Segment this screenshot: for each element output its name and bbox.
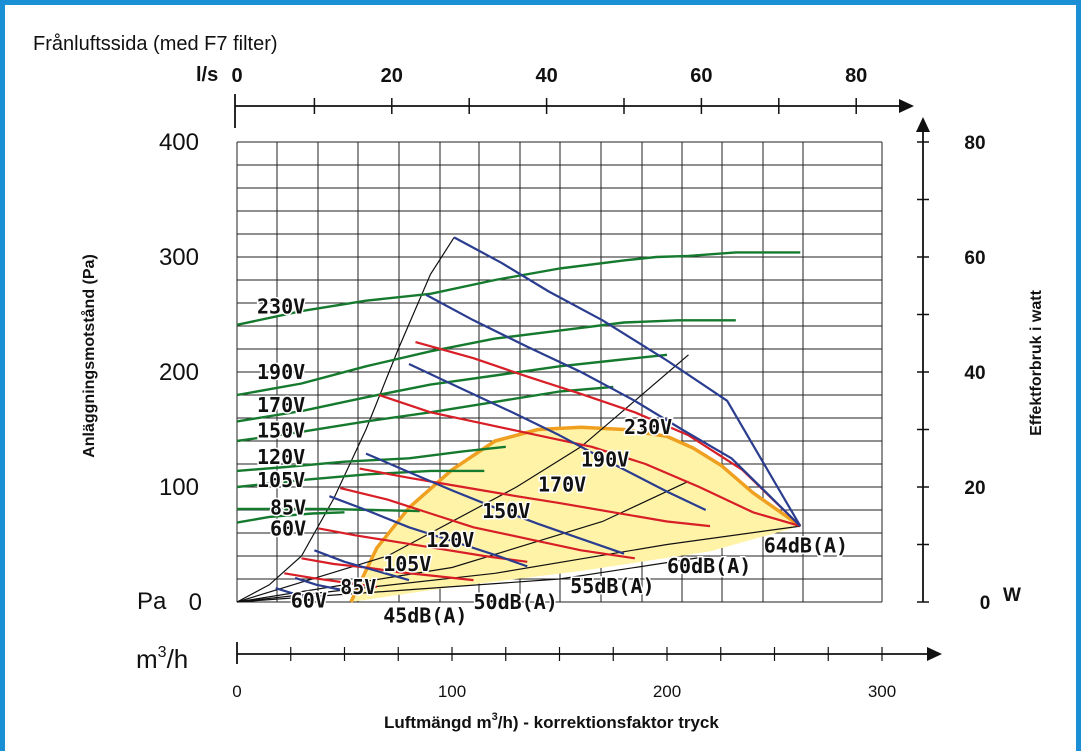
fan-curve-150V	[365, 452, 625, 555]
sound-curve-60dBA	[378, 393, 801, 528]
power-curve-85V	[237, 507, 420, 513]
power-label-230V: 230V	[257, 294, 305, 318]
boundary-lines	[236, 237, 801, 603]
right-unit-label: W	[1003, 585, 1021, 606]
bottom-axis-arrow	[927, 647, 942, 661]
sound-label-50dBA: 50dB(A)	[474, 590, 558, 614]
x-tick-label-300: 300	[868, 682, 896, 701]
power-curve-170V	[236, 353, 668, 423]
fan-label-170V: 170V	[538, 473, 586, 497]
x-tick-label-100: 100	[438, 682, 466, 701]
fan-curve-105V	[314, 549, 410, 582]
top-tick-label-20: 20	[381, 65, 403, 87]
top-axis-arrow	[899, 99, 914, 113]
y-tick-label-0: 0	[189, 589, 202, 616]
left-unit-label: Pa	[137, 588, 167, 615]
x-tick-label-0: 0	[232, 682, 241, 701]
sound-label-55dBA: 55dB(A)	[570, 574, 654, 598]
x-axis-label-suffix: /h) - korrektionsfaktor tryck	[498, 713, 720, 732]
sound-curve-55dBA	[359, 467, 711, 528]
y-tick-label-300: 300	[159, 244, 199, 271]
sound-label-60dBA: 60dB(A)	[667, 554, 751, 578]
bottom-unit-prefix: m	[136, 644, 158, 674]
top-unit-label: l/s	[196, 64, 218, 86]
top-tick-label-0: 0	[231, 65, 242, 87]
y-tick-label-200: 200	[159, 359, 199, 386]
fan-label-150V: 150V	[482, 499, 530, 523]
power-label-60V: 60V	[270, 516, 306, 540]
sound-label-45dBA: 45dB(A)	[383, 604, 467, 628]
power-label-170V: 170V	[257, 393, 305, 417]
bottom-unit-suffix: /h	[167, 644, 189, 674]
fan-label-60V: 60V	[291, 589, 327, 613]
fan-curve-230V	[453, 236, 802, 527]
y-tick-label-100: 100	[159, 474, 199, 501]
sound-label-64dBA: 64dB(A)	[764, 534, 848, 558]
power-curve-60V	[236, 511, 345, 524]
fan-curve-120V	[329, 495, 528, 568]
axes: 0 100 200 300 400 0 20 40 60 80 0 20 40 60 80 0 100 200 30…	[159, 65, 990, 701]
boundary-line-0	[236, 237, 455, 603]
boundary-line-3	[236, 525, 801, 603]
power-label-120V: 120V	[257, 445, 305, 469]
x-tick-label-200: 200	[653, 682, 681, 701]
right-axis-arrow	[916, 117, 930, 132]
power-label-85V: 85V	[270, 496, 306, 520]
right-tick-label-0: 0	[980, 593, 991, 614]
power-curve-105V	[236, 469, 485, 489]
y-axis-label-left: Anläggningsmotstånd (Pa)	[80, 254, 98, 458]
y-axis-label-right: Effektforbruk i watt	[1028, 289, 1045, 435]
sound-curve-40dBA	[301, 557, 474, 582]
boundary-line-1	[236, 354, 689, 603]
top-tick-label-60: 60	[690, 65, 712, 87]
curve-labels: 230V190V170V150V120V105V85V60V230V190V17…	[256, 293, 850, 629]
x-axis-label-prefix: Luftmängd m	[384, 713, 492, 732]
top-tick-label-80: 80	[845, 65, 867, 87]
fan-label-105V: 105V	[383, 552, 431, 576]
boundary-line-2	[236, 480, 689, 603]
right-tick-label-60: 60	[964, 248, 985, 269]
sound-curve-35dBA	[284, 572, 377, 589]
power-curve-190V	[236, 319, 736, 397]
power-label-105V: 105V	[257, 468, 305, 492]
fan-curves	[275, 236, 802, 599]
fan-curve-60V	[275, 587, 313, 599]
x-axis-label-sup: 3	[492, 711, 498, 723]
boundary-line-4	[236, 555, 711, 603]
fan-label-85V: 85V	[340, 575, 376, 599]
fan-label-230V: 230V	[624, 415, 672, 439]
fan-curve-190V	[425, 293, 802, 527]
sound-curve-50dBA	[339, 487, 635, 560]
fan-curve-85V	[294, 576, 345, 592]
power-label-150V: 150V	[257, 419, 305, 443]
power-curve-230V	[236, 251, 801, 326]
power-label-190V: 190V	[257, 360, 305, 384]
chart-title: Frånluftssida (med F7 filter)	[33, 33, 278, 55]
y-tick-label-400: 400	[159, 129, 199, 156]
bottom-unit-sup: 3	[158, 644, 167, 661]
power-curve-120V	[236, 445, 506, 473]
bottom-unit-label: m3/h	[136, 644, 188, 674]
fan-curve-170V	[408, 363, 707, 511]
x-axis-label: Luftmängd m3/h) - korrektionsfaktor tryc…	[384, 711, 719, 732]
right-tick-label-20: 20	[964, 478, 985, 499]
fan-label-190V: 190V	[581, 447, 629, 471]
sound-curves	[284, 341, 802, 589]
fan-label-120V: 120V	[426, 528, 474, 552]
top-tick-label-40: 40	[535, 65, 557, 87]
sound-curve-64dBA	[415, 341, 802, 527]
right-tick-label-40: 40	[964, 363, 985, 384]
sound-curve-45dBA	[318, 527, 528, 563]
right-tick-label-80: 80	[964, 133, 985, 154]
